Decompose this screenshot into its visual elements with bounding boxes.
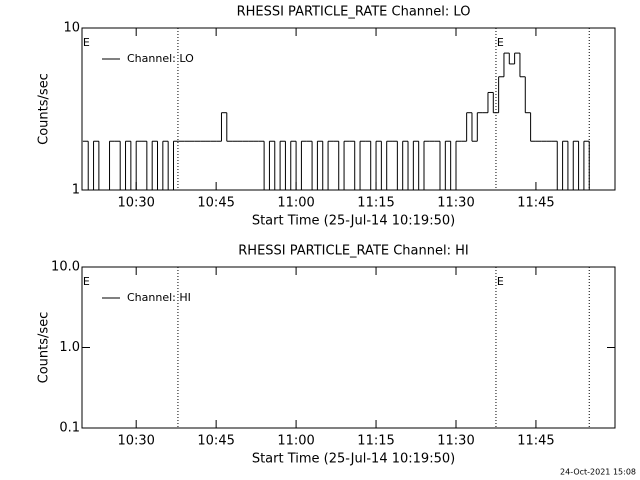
plot-frame xyxy=(81,27,616,191)
x-tick-label: 10:45 xyxy=(197,434,234,449)
event-label: E xyxy=(497,275,504,288)
x-tick-label: 11:45 xyxy=(517,196,554,211)
x-tick-label: 10:30 xyxy=(117,434,154,449)
y-tick-label: 0.1 xyxy=(59,421,80,436)
event-label: E xyxy=(83,275,90,288)
x-tick-label: 11:15 xyxy=(357,196,394,211)
y-tick-label: 1.0 xyxy=(59,340,80,355)
x-tick-label: 10:45 xyxy=(197,196,234,211)
event-label: E xyxy=(497,36,504,49)
y-tick-label: 10.0 xyxy=(51,260,80,275)
event-label: E xyxy=(83,36,90,49)
x-axis-label: Start Time (25-Jul-14 10:19:50) xyxy=(252,452,455,467)
panel-title: RHESSI PARTICLE_RATE Channel: LO xyxy=(237,5,471,20)
legend-label: Channel: HI xyxy=(127,291,191,304)
x-tick-label: 11:00 xyxy=(277,196,314,211)
x-tick-label: 10:30 xyxy=(117,196,154,211)
footer: 24-Oct-2021 15:08 xyxy=(560,468,636,477)
panel-title: RHESSI PARTICLE_RATE Channel: HI xyxy=(238,244,468,259)
y-axis-label: Counts/sec xyxy=(37,312,52,384)
y-axis-label: Counts/sec xyxy=(37,73,52,145)
x-axis-label: Start Time (25-Jul-14 10:19:50) xyxy=(252,214,455,229)
y-tick-label: 1 xyxy=(72,183,80,198)
x-tick-label: 11:30 xyxy=(437,434,474,449)
x-tick-label: 11:45 xyxy=(517,434,554,449)
legend-label: Channel: LO xyxy=(127,52,194,65)
x-tick-label: 11:15 xyxy=(357,434,394,449)
y-tick-label: 10 xyxy=(63,21,80,36)
x-tick-label: 11:00 xyxy=(277,434,314,449)
x-tick-label: 11:30 xyxy=(437,196,474,211)
